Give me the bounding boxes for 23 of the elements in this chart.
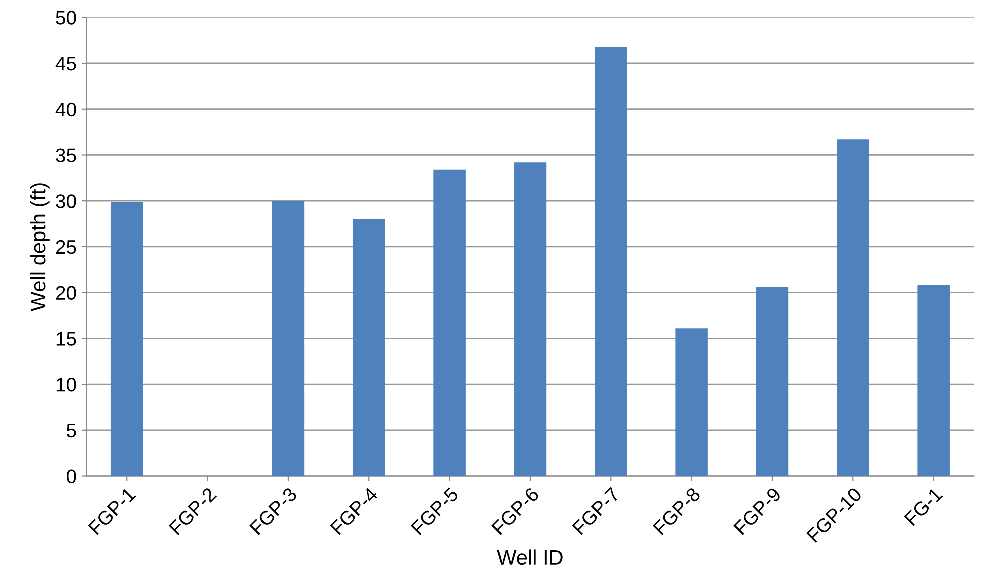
y-tick-label: 20: [56, 286, 76, 300]
bar: [110, 202, 144, 476]
bar: [595, 46, 628, 476]
bar: [918, 285, 950, 476]
y-tick-label: 45: [56, 57, 76, 71]
y-tick-label: 25: [56, 240, 76, 254]
y-tick-label: 40: [56, 102, 76, 117]
bar: [837, 140, 870, 476]
y-axis-title: Well depth (ft): [30, 184, 50, 312]
y-tick-label: 35: [56, 148, 76, 162]
y-tick-label: 10: [56, 378, 76, 392]
bar: [514, 162, 547, 476]
bar: [676, 328, 708, 476]
y-tick-label: 15: [56, 332, 76, 346]
bar: [352, 219, 386, 476]
y-tick-label: 0: [66, 470, 76, 484]
y-tick-label: 30: [56, 194, 76, 208]
bar: [756, 287, 789, 476]
y-tick-label: 50: [56, 11, 76, 25]
bar: [434, 170, 466, 476]
bar: [272, 201, 305, 476]
x-axis-title: Well ID: [497, 550, 563, 566]
y-tick-label: 5: [67, 424, 76, 438]
